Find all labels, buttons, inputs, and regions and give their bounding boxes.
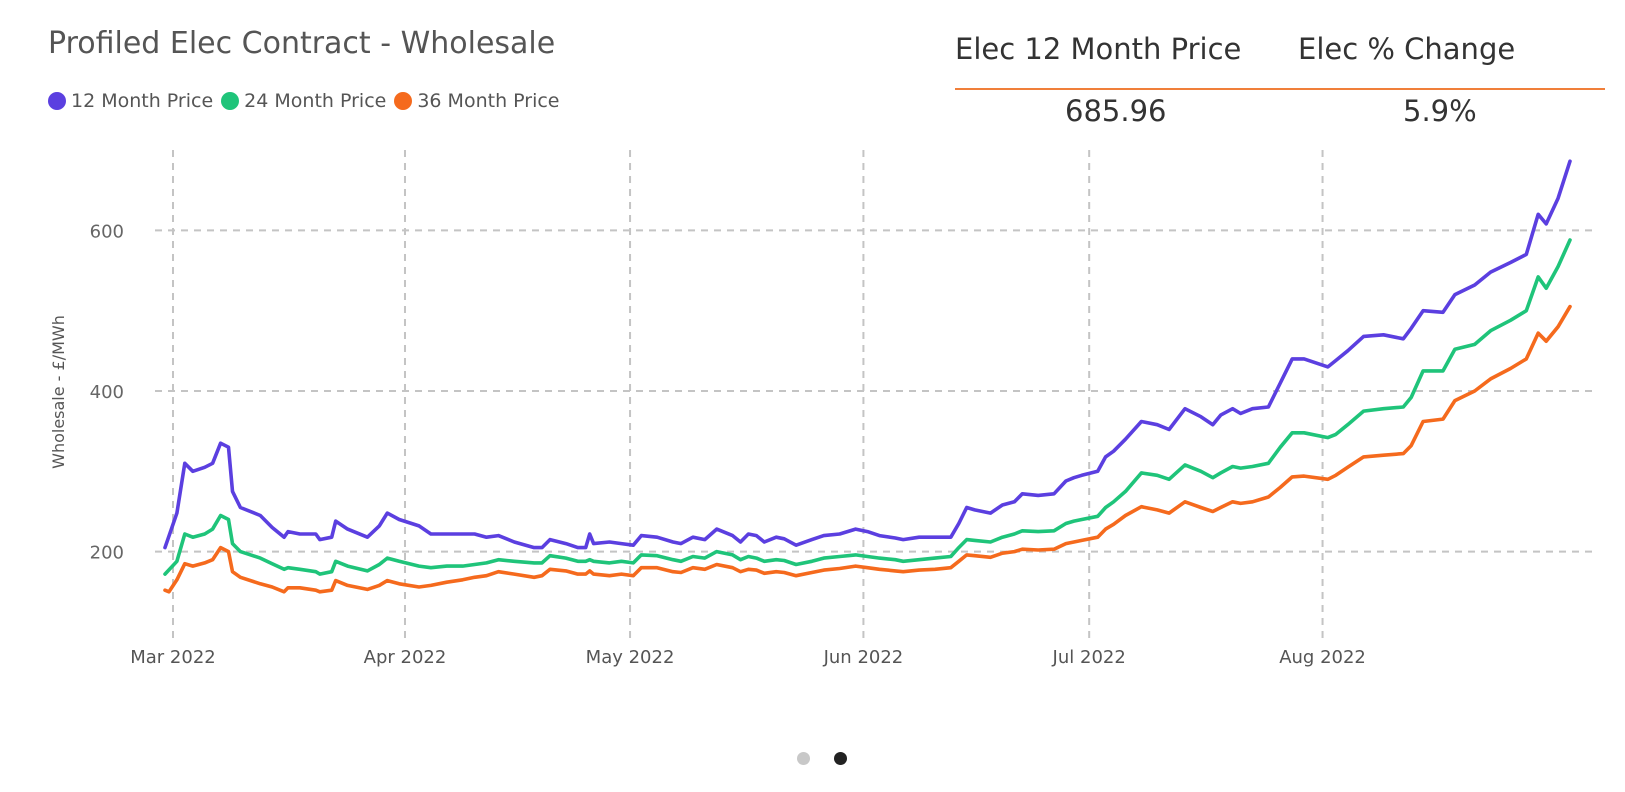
y-tick-label-400: 400 [90, 382, 124, 403]
kpi-value-percent-change: 5.9% [1403, 94, 1477, 128]
chart-title: Profiled Elec Contract - Wholesale [48, 26, 556, 61]
series-line-12-month-price [163, 159, 1572, 550]
y-tick-label-600: 600 [90, 221, 124, 242]
page-dot-1[interactable] [797, 752, 810, 765]
legend-label-24-month: 24 Month Price [244, 90, 387, 112]
legend-marker-24-month [221, 92, 240, 110]
legend-item-36-month[interactable]: 36 Month Price [394, 90, 560, 112]
x-tick-label-5: Aug 2022 [1279, 647, 1366, 668]
y-tick-label-200: 200 [90, 543, 124, 564]
kpi-header-12-month-price: Elec 12 Month Price [955, 32, 1242, 66]
legend-item-24-month[interactable]: 24 Month Price [221, 90, 386, 112]
legend-marker-12-month [48, 92, 66, 110]
x-tick-label-1: Apr 2022 [364, 647, 447, 668]
x-tick-label-0: Mar 2022 [130, 647, 216, 668]
kpi-header-percent-change: Elec % Change [1298, 32, 1516, 66]
y-axis-label: Wholesale - £/MWh [49, 315, 68, 469]
kpi-table-header: Elec 12 Month Price Elec % Change [955, 28, 1605, 90]
series-line-24-month-price [163, 238, 1572, 576]
legend-label-12-month: 12 Month Price [71, 90, 214, 112]
x-tick-label-2: May 2022 [586, 647, 675, 668]
legend-label-36-month: 36 Month Price [417, 90, 560, 112]
x-tick-label-3: Jun 2022 [823, 647, 904, 668]
legend-item-12-month[interactable]: 12 Month Price [48, 90, 213, 112]
kpi-value-12-month-price: 685.96 [1065, 94, 1167, 128]
legend-marker-36-month [394, 92, 413, 110]
page-dot-2[interactable] [834, 752, 847, 765]
series-line-36-month-price [163, 304, 1572, 594]
chart-legend: 12 Month Price 24 Month Price 36 Month P… [48, 90, 568, 112]
x-tick-label-4: Jul 2022 [1052, 647, 1126, 668]
